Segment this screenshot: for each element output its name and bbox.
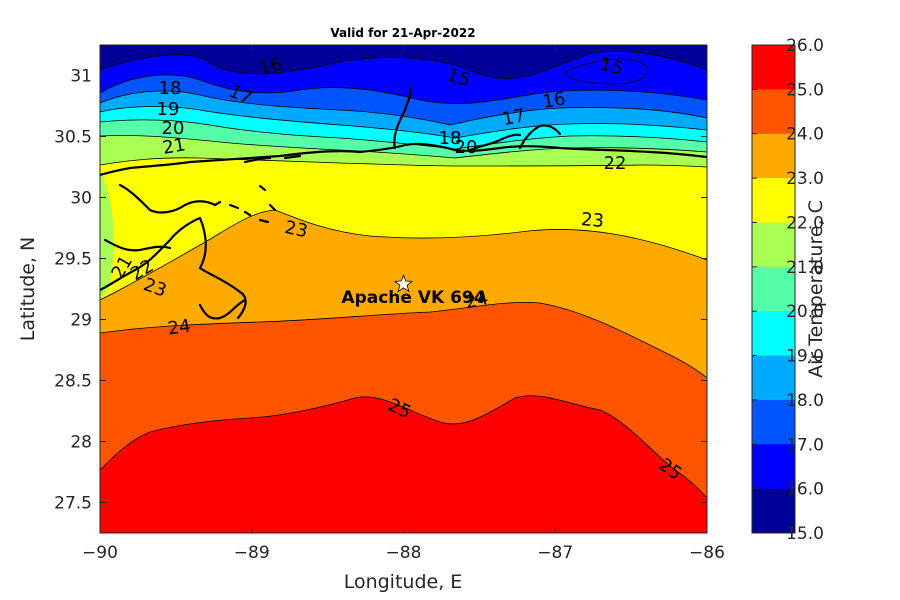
- colorbar-tick-label: 23.0: [786, 169, 824, 189]
- x-tick-label: −89: [234, 543, 270, 563]
- x-axis: −90 −89 −88 −87 −86: [82, 45, 725, 563]
- y-tick-label: 30.5: [54, 128, 92, 148]
- contour-label: 20: [162, 118, 185, 139]
- colorbar-swatch: [752, 89, 795, 135]
- x-tick-label: −88: [386, 543, 422, 563]
- plot-area: 15 15 16 16 17 17 18 18 19 20 20 21 21 2…: [100, 45, 707, 533]
- colorbar-swatch: [752, 45, 795, 90]
- band-25-26: [100, 395, 707, 533]
- colorbar-swatch: [752, 266, 795, 312]
- contour-label: 18: [439, 128, 462, 149]
- colorbar-tick-label: 20.0: [786, 302, 824, 322]
- x-tick-label: −90: [82, 543, 118, 563]
- colorbar-tick-label: 16.0: [786, 480, 824, 500]
- station-label: Apache VK 694: [341, 288, 485, 308]
- colorbar-tick-label: 25.0: [786, 80, 824, 100]
- y-tick-label: 29: [70, 311, 92, 331]
- colorbar-swatch: [752, 311, 795, 357]
- band-22-23-west: [100, 170, 114, 300]
- y-tick-label: 31: [70, 67, 92, 87]
- y-axis-label: Latitude, N: [17, 237, 39, 342]
- y-tick-label: 27.5: [54, 494, 92, 514]
- colorbar-swatch: [752, 399, 795, 445]
- colorbar-tick-label: 24.0: [786, 125, 824, 145]
- isotherm-lines: [100, 50, 707, 499]
- colorbar-tick-label: 22.0: [786, 213, 824, 233]
- colorbar-tick-label: 15.0: [786, 524, 824, 544]
- colorbar-label: Air Temperature, C: [805, 200, 827, 378]
- y-tick-label: 28.5: [54, 372, 92, 392]
- y-tick-label: 29.5: [54, 250, 92, 270]
- contour-label: 23: [283, 217, 310, 242]
- colorbar-tick-label: 19.0: [786, 347, 824, 367]
- contour-label: 19: [157, 99, 180, 120]
- colorbar-ticks: 26.0 25.0 24.0 23.0 22.0 21.0 20.0 19.0 18.0 17.0…: [752, 36, 824, 544]
- y-tick-label: 28: [70, 433, 92, 453]
- colorbar-tick-label: 26.0: [786, 36, 824, 56]
- colorbar-swatch: [752, 222, 795, 268]
- contour-label: 21: [161, 134, 187, 159]
- map-title: Valid for 21-Apr-2022: [330, 26, 475, 40]
- contour-label: 16: [541, 88, 567, 113]
- colorbar-tick-label: 18.0: [786, 391, 824, 411]
- contour-label: 22: [604, 153, 627, 174]
- contour-label: 24: [166, 316, 192, 340]
- station-star-icon: [393, 273, 414, 293]
- y-axis: 31 30.5 30 29.5 29 28.5 28 27.5: [54, 67, 707, 514]
- x-axis-label: Longitude, E: [344, 571, 463, 593]
- contour-label: 23: [580, 209, 605, 232]
- x-tick-label: −87: [537, 543, 573, 563]
- coastline: [100, 86, 707, 320]
- contour-label: 17: [500, 105, 527, 130]
- contour-label: 20: [455, 137, 478, 158]
- contour-label: 18: [159, 78, 182, 99]
- colorbar-swatch: [752, 133, 795, 179]
- y-tick-label: 30: [70, 189, 92, 209]
- colorbar-tick-label: 17.0: [786, 435, 824, 455]
- colorbar-swatch: [752, 488, 795, 534]
- colorbar-frame: [751, 44, 796, 534]
- colorbar-tick-label: 21.0: [786, 258, 824, 278]
- colorbar: [751, 44, 796, 534]
- colorbar-swatch: [752, 444, 795, 490]
- colorbar-swatch: [752, 178, 795, 223]
- x-tick-label: −86: [689, 543, 725, 563]
- contour-label: 24: [463, 288, 490, 313]
- colorbar-swatch: [752, 355, 795, 401]
